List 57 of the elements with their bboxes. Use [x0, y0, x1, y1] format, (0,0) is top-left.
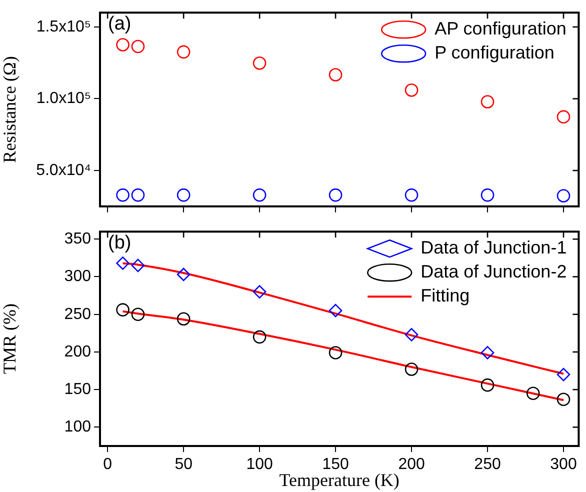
point	[116, 38, 130, 52]
y-tick-label: 5.0x10⁴	[36, 162, 92, 179]
legend-label: Data of Junction-2	[420, 262, 567, 282]
point	[328, 188, 342, 202]
point	[252, 330, 266, 344]
point	[116, 188, 130, 202]
annotation: (a)	[108, 13, 132, 34]
legend-label: AP configuration	[434, 18, 566, 39]
point	[131, 258, 145, 272]
point	[404, 188, 418, 202]
point	[252, 285, 266, 298]
x-tick-label: 0	[103, 456, 112, 474]
y-axis-title: TMR (%)	[0, 304, 20, 374]
point	[252, 56, 266, 70]
point	[404, 83, 418, 97]
y-tick-label: 250	[64, 306, 92, 323]
point	[556, 392, 570, 406]
point	[176, 268, 190, 282]
point	[252, 188, 266, 202]
point	[404, 328, 418, 342]
y-tick-label: 350	[64, 230, 92, 248]
point	[480, 346, 494, 360]
x-tick-label: 200	[398, 456, 425, 474]
point	[480, 188, 494, 202]
y-tick-label: 300	[64, 268, 92, 286]
point	[328, 68, 342, 82]
y-tick-label: 150	[64, 380, 92, 398]
annotation: (b)	[108, 232, 132, 254]
point	[116, 303, 130, 316]
point	[556, 368, 570, 382]
point	[176, 312, 190, 326]
point	[131, 308, 145, 321]
point	[526, 386, 540, 400]
point	[131, 40, 145, 54]
point	[556, 189, 570, 202]
point	[404, 362, 418, 376]
x-tick-label: 100	[246, 456, 274, 474]
y-tick-label: 1.5x10⁵	[36, 18, 91, 36]
point	[176, 45, 190, 59]
legend-label: P configuration	[434, 42, 554, 63]
point	[556, 110, 570, 124]
point	[480, 378, 494, 392]
y-tick-label: 100	[64, 418, 92, 436]
legend-label: Fitting	[420, 286, 470, 306]
x-tick-label: 300	[550, 456, 577, 474]
x-tick-label: 50	[174, 456, 193, 474]
y-tick-label: 1.0x10⁵	[36, 90, 91, 108]
point	[176, 188, 190, 202]
x-tick-label: 250	[474, 456, 501, 474]
legend-label: Data of Junction-1	[420, 238, 567, 258]
point	[480, 95, 494, 108]
y-axis-title: Resistance (Ω)	[0, 56, 20, 163]
point	[328, 346, 342, 360]
y-tick-label: 200	[64, 343, 92, 360]
point	[131, 188, 145, 202]
point	[328, 304, 342, 318]
point	[116, 256, 130, 270]
